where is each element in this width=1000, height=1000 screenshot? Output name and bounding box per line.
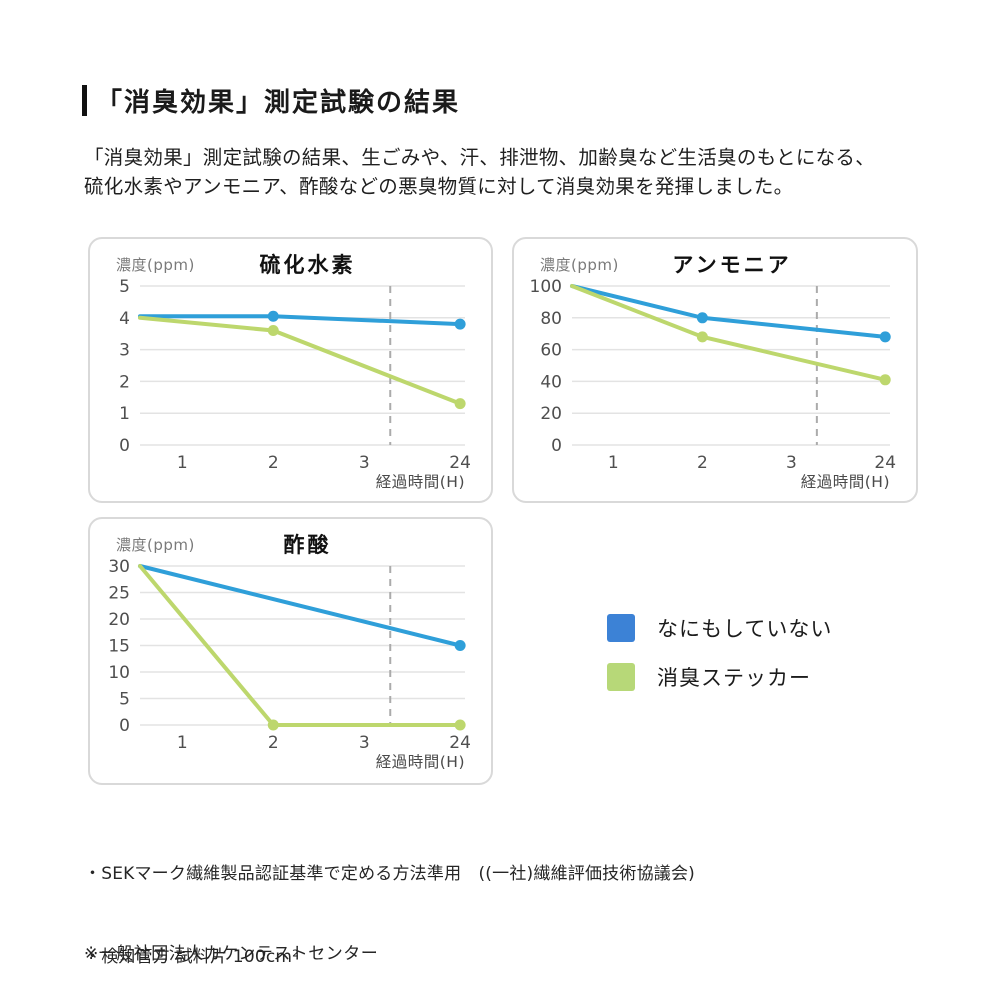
plot-svg-acetic-acid: 0 5 10 15 20 25 30 1 2 3 24 — [108, 557, 471, 753]
legend-swatch-green — [607, 663, 635, 691]
x-tick-label: 24 — [874, 453, 896, 473]
y-tick-label: 20 — [540, 404, 562, 424]
x-tick-label: 2 — [268, 733, 279, 753]
y-tick-label: 40 — [540, 372, 562, 392]
legend-item-sticker: 消臭ステッカー — [607, 662, 832, 692]
data-point-dot — [267, 325, 279, 337]
series-line — [570, 284, 888, 339]
x-tick-label: 1 — [608, 453, 619, 473]
y-tick-label: 100 — [530, 277, 562, 297]
y-tick-label: 20 — [108, 610, 130, 630]
chart-title-acetic-acid: 酢酸 — [283, 533, 332, 557]
data-point-dot — [267, 310, 279, 322]
legend-label-untreated: なにもしていない — [657, 617, 833, 641]
chart-panel-ammonia: 0 20 40 60 80 100 1 2 3 24 濃度(ppm) アンモニア 経過時間(H) — [512, 237, 918, 503]
y-axis-unit-label: 濃度(ppm) — [540, 256, 619, 274]
plot-svg-hydrogen-sulfide: 0 1 2 3 4 5 1 2 3 24 — [119, 277, 471, 473]
data-point-dot — [454, 398, 466, 410]
data-point-dot — [879, 374, 891, 386]
intro-paragraph: 「消臭効果」測定試験の結果、生ごみや、汗、排泄物、加齢臭など生活臭のもとになる、… — [84, 143, 875, 201]
x-tick-label: 24 — [449, 453, 471, 473]
y-tick-label: 30 — [108, 557, 130, 577]
footnotes: ・SEKマーク繊維製品認証基準で定める方法準用 ((一社)繊維評価技術協議会) … — [84, 806, 773, 1000]
y-tick-label: 0 — [119, 436, 130, 456]
x-tick-label: 1 — [177, 733, 188, 753]
y-axis-unit-label: 濃度(ppm) — [116, 256, 195, 274]
x-tick-label: 2 — [697, 453, 708, 473]
y-tick-label: 0 — [119, 716, 130, 736]
intro-line-1: 「消臭効果」測定試験の結果、生ごみや、汗、排泄物、加齢臭など生活臭のもとになる、 — [84, 146, 876, 169]
data-point-dot — [454, 719, 466, 731]
y-tick-label: 0 — [551, 436, 562, 456]
y-axis-unit-label: 濃度(ppm) — [116, 536, 195, 554]
kaken-test-center-note: ※一般社団法人カケンテストセンター — [84, 944, 379, 964]
y-tick-label: 25 — [108, 584, 130, 604]
chart-panel-hydrogen-sulfide: 0 1 2 3 4 5 1 2 3 24 濃度(ppm) 硫化水素 経過時間(H) — [88, 237, 493, 503]
y-tick-label: 2 — [119, 372, 130, 392]
y-tick-label: 5 — [119, 690, 130, 710]
series-line — [138, 564, 463, 648]
x-axis-label: 経過時間(H) — [375, 473, 465, 491]
x-axis-label: 経過時間(H) — [800, 473, 890, 491]
y-tick-label: 3 — [119, 341, 130, 361]
x-tick-label: 3 — [359, 733, 370, 753]
intro-line-2: 硫化水素やアンモニア、酢酸などの悪臭物質に対して消臭効果を発揮しました。 — [84, 175, 794, 198]
y-tick-label: 1 — [119, 404, 130, 424]
x-tick-label: 3 — [786, 453, 797, 473]
legend-swatch-blue — [607, 614, 635, 642]
legend-label-sticker: 消臭ステッカー — [657, 666, 811, 690]
page-title-row: 「消臭効果」測定試験の結果 — [82, 82, 460, 119]
chart-panel-acetic-acid: 0 5 10 15 20 25 30 1 2 3 24 濃度(ppm) 酢酸 経過時間(H) — [88, 517, 493, 785]
y-tick-label: 60 — [540, 341, 562, 361]
title-accent-bar — [82, 85, 87, 116]
y-tick-label: 4 — [119, 309, 130, 329]
footnote-line: ・SEKマーク繊維製品認証基準で定める方法準用 ((一社)繊維評価技術協議会) — [84, 864, 696, 884]
y-tick-label: 5 — [119, 277, 130, 297]
legend: なにもしていない 消臭ステッカー — [607, 613, 832, 711]
data-point-dot — [454, 640, 466, 651]
data-point-dot — [696, 312, 708, 324]
data-point-dot — [879, 331, 891, 343]
x-tick-label: 2 — [268, 453, 279, 473]
data-point-dot — [696, 331, 708, 343]
chart-title-ammonia: アンモニア — [672, 253, 792, 277]
x-axis-label: 経過時間(H) — [375, 753, 465, 771]
footnote-line: ・検知管方 試料片 100cm² — [84, 946, 300, 967]
chart-title-hydrogen-sulfide: 硫化水素 — [259, 253, 356, 277]
legend-item-untreated: なにもしていない — [607, 613, 832, 643]
x-tick-label: 1 — [177, 453, 188, 473]
y-tick-label: 15 — [108, 637, 130, 657]
plot-svg-ammonia: 0 20 40 60 80 100 1 2 3 24 — [530, 277, 897, 473]
data-point-dot — [454, 318, 466, 330]
y-tick-label: 10 — [108, 663, 130, 683]
page-title: 「消臭効果」測定試験の結果 — [96, 88, 461, 118]
series-line — [138, 315, 463, 406]
x-tick-label: 24 — [449, 733, 471, 753]
x-tick-label: 3 — [359, 453, 370, 473]
data-point-dot — [267, 719, 279, 731]
y-tick-label: 80 — [540, 309, 562, 329]
